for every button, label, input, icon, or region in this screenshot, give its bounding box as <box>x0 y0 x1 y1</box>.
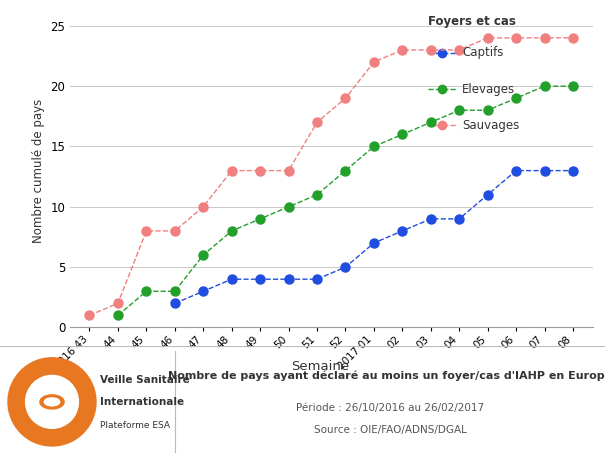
Text: Semaine: Semaine <box>292 360 350 372</box>
Y-axis label: Nombre cumulé de pays: Nombre cumulé de pays <box>32 98 45 243</box>
Text: Veille Sanitaire: Veille Sanitaire <box>100 375 190 385</box>
Text: Plateforme ESA: Plateforme ESA <box>100 421 170 431</box>
Circle shape <box>8 358 96 446</box>
Text: Captifs: Captifs <box>462 46 503 60</box>
Text: Internationale: Internationale <box>100 397 184 407</box>
Text: Source : OIE/FAO/ADNS/DGAL: Source : OIE/FAO/ADNS/DGAL <box>313 425 466 435</box>
Text: Nombre de pays ayant déclaré au moins un foyer/cas d'IAHP en Europe: Nombre de pays ayant déclaré au moins un… <box>168 371 605 381</box>
Text: Période : 26/10/2016 au 26/02/2017: Période : 26/10/2016 au 26/02/2017 <box>296 403 484 413</box>
Circle shape <box>25 376 79 428</box>
Text: Elevages: Elevages <box>462 82 515 96</box>
Text: Sauvages: Sauvages <box>462 119 519 131</box>
Ellipse shape <box>44 398 60 406</box>
Ellipse shape <box>40 395 64 409</box>
Text: Foyers et cas: Foyers et cas <box>428 15 516 28</box>
